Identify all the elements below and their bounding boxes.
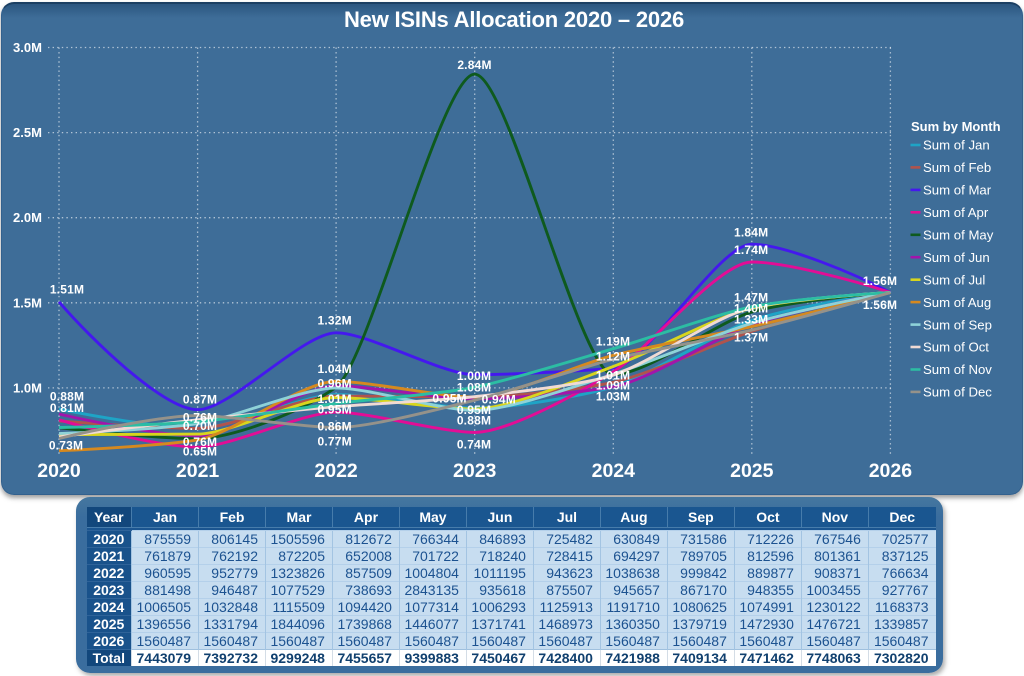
svg-text:0.95M: 0.95M <box>432 391 466 405</box>
svg-text:0.76M: 0.76M <box>183 435 217 449</box>
svg-text:1.00M: 1.00M <box>457 369 491 383</box>
svg-text:1.03M: 1.03M <box>596 390 630 404</box>
svg-text:1.01M: 1.01M <box>318 392 352 406</box>
svg-text:Sum of Sep: Sum of Sep <box>923 317 992 332</box>
svg-text:0.65M: 0.65M <box>183 445 217 459</box>
svg-text:0.77M: 0.77M <box>318 435 352 449</box>
svg-text:2023: 2023 <box>453 460 497 482</box>
svg-text:1.56M: 1.56M <box>863 298 897 312</box>
svg-text:0.86M: 0.86M <box>318 420 352 434</box>
svg-text:1.84M: 1.84M <box>734 226 768 240</box>
svg-text:0.94M: 0.94M <box>482 392 516 406</box>
svg-text:2025: 2025 <box>730 460 774 482</box>
svg-text:0.96M: 0.96M <box>318 377 352 391</box>
svg-text:Sum of Jan: Sum of Jan <box>923 138 990 153</box>
svg-text:0.73M: 0.73M <box>49 438 83 452</box>
svg-text:Sum of Apr: Sum of Apr <box>923 205 989 220</box>
svg-text:0.81M: 0.81M <box>50 401 84 415</box>
svg-text:3.0M: 3.0M <box>13 40 42 55</box>
svg-text:0.76M: 0.76M <box>183 410 217 424</box>
svg-text:1.19M: 1.19M <box>596 334 630 348</box>
svg-text:1.33M: 1.33M <box>734 312 768 326</box>
svg-text:1.08M: 1.08M <box>457 381 491 395</box>
svg-text:1.74M: 1.74M <box>734 243 768 257</box>
svg-text:1.37M: 1.37M <box>734 331 768 345</box>
svg-text:0.88M: 0.88M <box>50 389 84 403</box>
svg-text:0.95M: 0.95M <box>318 402 352 416</box>
svg-text:2.5M: 2.5M <box>13 125 42 140</box>
svg-text:Sum of Dec: Sum of Dec <box>923 385 992 400</box>
svg-text:2022: 2022 <box>314 460 358 482</box>
svg-text:1.51M: 1.51M <box>50 282 84 296</box>
svg-text:1.47M: 1.47M <box>734 291 768 305</box>
svg-text:1.5M: 1.5M <box>13 295 42 310</box>
svg-text:Sum of Jul: Sum of Jul <box>923 272 985 287</box>
svg-text:2026: 2026 <box>869 460 913 482</box>
svg-text:Sum of Mar: Sum of Mar <box>923 183 992 198</box>
svg-text:Sum by Month: Sum by Month <box>911 119 1001 134</box>
svg-text:Sum of Oct: Sum of Oct <box>923 340 989 355</box>
svg-text:Sum of Feb: Sum of Feb <box>923 160 991 175</box>
svg-text:Sum of May: Sum of May <box>923 228 994 243</box>
svg-text:2021: 2021 <box>176 460 220 482</box>
svg-text:1.09M: 1.09M <box>596 379 630 393</box>
svg-text:Sum of Aug: Sum of Aug <box>923 295 991 310</box>
svg-text:1.32M: 1.32M <box>318 313 352 327</box>
svg-text:Sum of Jun: Sum of Jun <box>923 250 990 265</box>
svg-text:0.95M: 0.95M <box>457 403 491 417</box>
svg-text:Sum of Nov: Sum of Nov <box>923 362 992 377</box>
svg-text:0.88M: 0.88M <box>457 414 491 428</box>
svg-text:2024: 2024 <box>592 460 636 482</box>
svg-text:1.04M: 1.04M <box>318 362 352 376</box>
svg-text:0.87M: 0.87M <box>183 392 217 406</box>
svg-text:1.01M: 1.01M <box>596 369 630 383</box>
svg-text:1.0M: 1.0M <box>13 380 42 395</box>
svg-text:2.0M: 2.0M <box>13 210 42 225</box>
svg-text:0.74M: 0.74M <box>457 437 491 451</box>
svg-text:1.56M: 1.56M <box>863 274 897 288</box>
svg-text:2020: 2020 <box>37 460 81 482</box>
svg-text:1.12M: 1.12M <box>596 349 630 363</box>
svg-text:1.40M: 1.40M <box>734 302 768 316</box>
svg-text:2.84M: 2.84M <box>457 58 491 72</box>
svg-text:0.70M: 0.70M <box>183 419 217 433</box>
